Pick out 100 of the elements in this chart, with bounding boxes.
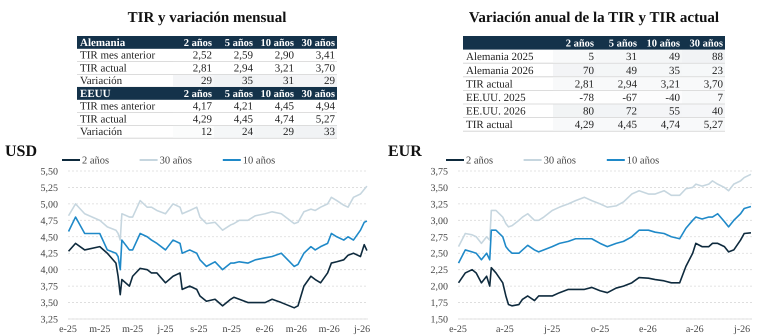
x-tick-label: 10 años bbox=[646, 38, 680, 50]
y-tick-label: 2,75 bbox=[430, 232, 448, 244]
y-tick-label: 5,00 bbox=[40, 199, 58, 210]
x-tick-label: e-25 bbox=[449, 324, 467, 335]
data-label: -67 bbox=[622, 92, 638, 104]
data-label: 29 bbox=[201, 75, 212, 88]
line-series bbox=[68, 216, 368, 270]
y-tick-label: TIR actual bbox=[466, 119, 513, 132]
data-label: 4,74 bbox=[660, 119, 680, 132]
data-label: 29 bbox=[324, 75, 336, 88]
data-label: 5,27 bbox=[316, 113, 336, 126]
data-label: 4,74 bbox=[274, 113, 294, 126]
data-label: 3,21 bbox=[274, 62, 294, 74]
line-series bbox=[458, 173, 752, 248]
x-tick-label: a-25 bbox=[496, 324, 514, 335]
data-label: 4,17 bbox=[192, 100, 212, 113]
data-label: -78 bbox=[579, 92, 594, 104]
x-tick-label: n-25 bbox=[222, 324, 241, 335]
y-tick-label: Alemania 2026 bbox=[466, 64, 534, 77]
data-label: 12 bbox=[201, 126, 212, 138]
data-label: 3,41 bbox=[316, 50, 335, 62]
x-tick-label: e-25 bbox=[59, 324, 77, 335]
y-tick-label: 4,00 bbox=[40, 265, 58, 276]
y-tick-label: EE.UU. 2026 bbox=[466, 106, 526, 118]
line-series bbox=[68, 185, 368, 241]
y-tick-label: 3,75 bbox=[430, 166, 448, 178]
legend-label: 2 años bbox=[82, 156, 110, 167]
y-tick-label: TIR actual bbox=[80, 113, 127, 126]
x-tick-label: m-25 bbox=[89, 324, 110, 335]
data-label: 24 bbox=[242, 126, 254, 138]
data-label: 35 bbox=[669, 64, 680, 77]
data-label: 4,94 bbox=[316, 100, 336, 113]
y-tick-label: Variación bbox=[80, 126, 123, 138]
legend-label: 2 años bbox=[466, 156, 494, 167]
y-axis-title: Alemania bbox=[80, 36, 126, 49]
y-tick-label: 4,25 bbox=[40, 248, 58, 260]
y-tick-label: 2,25 bbox=[430, 265, 448, 276]
chart-title: USD bbox=[5, 143, 38, 160]
x-tick-label: j-25 bbox=[543, 324, 560, 335]
y-tick-label: 3,25 bbox=[40, 314, 58, 326]
x-tick-label: m-26 bbox=[286, 324, 307, 335]
data-label: 35 bbox=[242, 75, 254, 88]
x-tick-label: 2 años bbox=[184, 88, 212, 100]
data-label: -40 bbox=[665, 92, 680, 104]
data-label: 23 bbox=[712, 64, 724, 77]
data-label: 72 bbox=[626, 106, 637, 118]
x-tick-label: 30 años bbox=[301, 88, 335, 100]
data-label: 31 bbox=[626, 51, 637, 64]
x-tick-label: j-25 bbox=[156, 324, 174, 335]
data-label: 2,81 bbox=[192, 62, 212, 74]
data-label: 2,94 bbox=[234, 62, 254, 74]
y-tick-label: 1,75 bbox=[430, 298, 448, 310]
data-label: 40 bbox=[712, 106, 724, 118]
legend-label: 30 años bbox=[544, 156, 576, 167]
line-series bbox=[68, 242, 368, 309]
data-label: 2,90 bbox=[274, 50, 294, 62]
y-tick-label: 2,00 bbox=[430, 282, 448, 293]
data-label: 5 bbox=[588, 51, 594, 64]
y-tick-label: TIR mes anterior bbox=[80, 100, 156, 113]
y-tick-label: TIR actual bbox=[466, 78, 513, 90]
y-tick-label: Variación bbox=[80, 75, 123, 88]
data-label: 3,70 bbox=[704, 78, 724, 90]
data-label: 2,94 bbox=[618, 78, 638, 90]
y-tick-label: 3,00 bbox=[430, 216, 448, 227]
x-tick-label: 30 años bbox=[301, 38, 335, 49]
y-tick-label: 4,50 bbox=[40, 232, 58, 244]
legend-label: 10 años bbox=[242, 156, 276, 167]
y-tick-label: 3,50 bbox=[430, 182, 448, 194]
line-series bbox=[458, 206, 752, 264]
data-label: 88 bbox=[712, 51, 724, 64]
x-tick-label: e-26 bbox=[639, 324, 657, 335]
data-label: 2,81 bbox=[574, 78, 594, 90]
x-tick-label: 2 años bbox=[184, 38, 212, 49]
x-tick-label: 5 años bbox=[608, 38, 637, 50]
data-label: 3,70 bbox=[316, 62, 336, 74]
y-tick-label: TIR mes anterior bbox=[80, 50, 156, 62]
data-label: 33 bbox=[324, 126, 336, 138]
y-tick-label: TIR actual bbox=[80, 62, 127, 74]
x-tick-label: e-26 bbox=[256, 324, 274, 335]
y-tick-label: 3,50 bbox=[40, 298, 58, 310]
data-label: 2,52 bbox=[192, 50, 212, 62]
chart-title: EUR bbox=[388, 143, 422, 160]
data-label: 49 bbox=[626, 64, 638, 77]
legend-label: 30 años bbox=[160, 156, 192, 167]
data-label: 4,21 bbox=[234, 100, 253, 113]
y-tick-label: 4,75 bbox=[40, 216, 58, 227]
x-tick-label: o-25 bbox=[590, 324, 610, 335]
x-tick-label: m-25 bbox=[122, 324, 144, 335]
data-label: 55 bbox=[669, 106, 680, 118]
chart-title: Variación anual de la TIR y TIR actual bbox=[468, 10, 720, 26]
data-label: 4,45 bbox=[234, 113, 254, 126]
data-label: 4,45 bbox=[618, 119, 638, 132]
x-tick-label: 10 años bbox=[260, 38, 294, 49]
x-tick-label: s-25 bbox=[190, 324, 208, 335]
x-tick-label: 30 años bbox=[689, 38, 723, 50]
chart-title: TIR y variación mensual bbox=[128, 10, 286, 26]
data-label: 7 bbox=[718, 92, 724, 104]
x-tick-label: j-26 bbox=[733, 324, 750, 335]
data-label: 5,27 bbox=[704, 119, 724, 132]
y-tick-label: EE.UU. 2025 bbox=[466, 92, 526, 104]
